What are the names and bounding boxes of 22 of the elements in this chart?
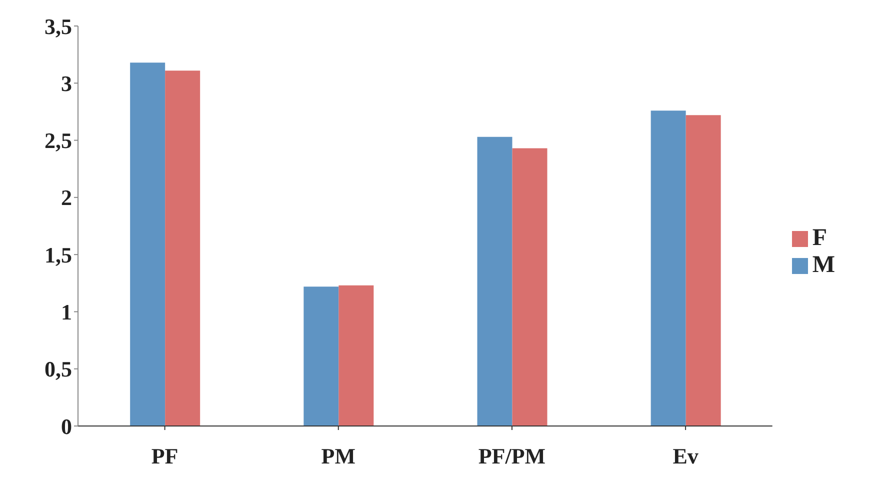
legend-label: M [812,252,835,278]
bar [650,110,686,426]
bar [304,286,339,426]
x-tick-label: PF [151,444,178,469]
x-tick-label: PF/PM [478,444,546,469]
x-tick-label: PM [321,444,356,469]
y-tick-label: 1,5 [44,242,72,268]
bar [338,285,374,426]
bar [686,115,721,426]
y-tick-label: 1 [61,300,72,325]
legend-label: F [812,225,828,251]
bar [130,62,166,426]
y-tick-label: 0,5 [44,356,72,382]
bar [165,70,200,426]
bar [512,148,548,426]
y-tick-label: 3,5 [44,14,72,39]
x-tick-label: Ev [672,444,698,469]
bar [477,136,512,426]
y-tick-label: 0 [61,414,72,439]
y-tick-label: 2,5 [44,128,72,154]
y-tick-label: 3 [61,70,72,96]
y-tick-label: 2 [61,185,72,210]
